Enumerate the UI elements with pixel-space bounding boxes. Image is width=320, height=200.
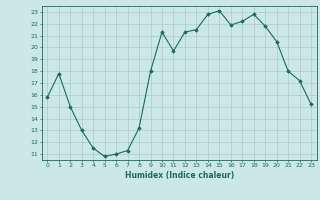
X-axis label: Humidex (Indice chaleur): Humidex (Indice chaleur) bbox=[124, 171, 234, 180]
